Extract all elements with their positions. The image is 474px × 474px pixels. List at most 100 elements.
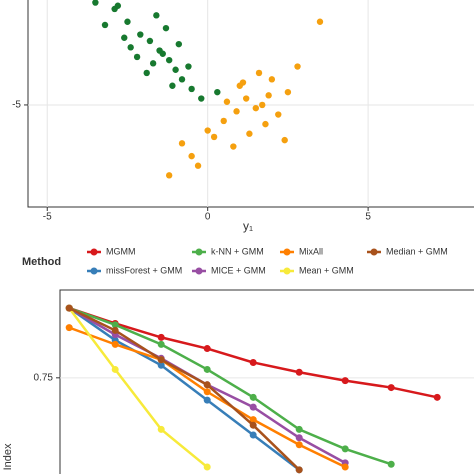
point bbox=[210, 133, 218, 141]
marker bbox=[157, 333, 165, 341]
marker bbox=[387, 384, 395, 392]
y-tick-label: 0.75 bbox=[34, 372, 54, 383]
point bbox=[294, 63, 301, 70]
point bbox=[188, 85, 195, 93]
x-tick-label: 0 bbox=[205, 212, 211, 223]
marker bbox=[111, 340, 119, 348]
point bbox=[121, 34, 128, 41]
legend-swatch bbox=[90, 248, 98, 256]
marker bbox=[249, 403, 257, 411]
marker bbox=[387, 460, 395, 468]
legend-label: Mean + GMM bbox=[299, 265, 354, 275]
point bbox=[242, 95, 250, 102]
legend-swatch bbox=[283, 267, 291, 275]
point bbox=[137, 31, 144, 38]
point bbox=[114, 2, 122, 9]
legend-swatch bbox=[90, 267, 98, 275]
y-axis-label: I Index bbox=[2, 443, 14, 474]
point bbox=[223, 98, 231, 105]
marker bbox=[203, 396, 211, 404]
marker bbox=[65, 304, 73, 312]
point bbox=[92, 0, 99, 6]
point bbox=[275, 111, 282, 118]
point bbox=[284, 88, 292, 96]
point bbox=[246, 130, 253, 137]
marker bbox=[295, 434, 303, 442]
legend-label: missForest + GMM bbox=[106, 265, 182, 275]
point bbox=[204, 127, 211, 134]
series-line bbox=[68, 307, 208, 468]
point bbox=[143, 69, 150, 77]
y-tick-label: -5 bbox=[12, 100, 21, 111]
marker bbox=[341, 463, 349, 471]
marker bbox=[249, 358, 257, 366]
point bbox=[153, 12, 160, 19]
marker bbox=[295, 368, 303, 376]
point bbox=[188, 152, 195, 160]
point bbox=[230, 143, 237, 150]
marker bbox=[157, 425, 165, 433]
marker bbox=[111, 321, 119, 329]
point bbox=[255, 69, 263, 77]
x-axis-label: y₁ bbox=[243, 219, 253, 233]
series-line bbox=[68, 306, 392, 466]
marker bbox=[203, 388, 211, 396]
marker bbox=[203, 381, 211, 389]
marker bbox=[65, 324, 73, 332]
point bbox=[146, 37, 154, 45]
marker bbox=[249, 431, 257, 439]
point bbox=[165, 56, 173, 64]
point bbox=[127, 44, 134, 51]
point bbox=[239, 79, 247, 86]
point bbox=[262, 120, 269, 128]
point bbox=[124, 18, 131, 25]
point bbox=[178, 76, 186, 83]
marker bbox=[203, 365, 211, 373]
legend-label: MGMM bbox=[106, 246, 136, 256]
point bbox=[101, 21, 109, 29]
marker bbox=[295, 425, 303, 433]
series-line bbox=[68, 306, 301, 471]
legend-label: k-NN + GMM bbox=[211, 246, 264, 256]
point bbox=[159, 50, 166, 57]
marker bbox=[111, 365, 119, 373]
point bbox=[233, 108, 240, 115]
top-panel bbox=[27, 0, 474, 208]
point bbox=[268, 76, 276, 83]
marker bbox=[157, 340, 165, 348]
point bbox=[149, 60, 157, 67]
marker bbox=[203, 463, 211, 471]
marker bbox=[157, 361, 165, 369]
marker bbox=[295, 441, 303, 449]
legend-label: MICE + GMM bbox=[211, 265, 266, 275]
point bbox=[194, 162, 202, 169]
point bbox=[198, 95, 205, 102]
marker bbox=[341, 377, 349, 385]
point bbox=[169, 82, 176, 89]
legend-title: Method bbox=[22, 256, 61, 268]
x-tick-label: -5 bbox=[43, 212, 52, 223]
point bbox=[185, 63, 192, 70]
legend-swatch bbox=[195, 248, 203, 256]
point bbox=[252, 104, 260, 112]
legend-swatch bbox=[283, 248, 291, 256]
marker bbox=[249, 393, 257, 401]
series-line bbox=[68, 307, 300, 471]
point bbox=[265, 92, 272, 99]
marker bbox=[249, 416, 257, 424]
point bbox=[175, 40, 183, 48]
legend-label: MixAll bbox=[299, 246, 323, 256]
marker bbox=[249, 421, 257, 429]
point bbox=[214, 88, 221, 96]
point bbox=[172, 66, 179, 73]
point bbox=[316, 18, 324, 25]
marker bbox=[203, 345, 211, 353]
bottom-panel bbox=[59, 289, 474, 474]
marker bbox=[111, 326, 119, 334]
marker bbox=[433, 393, 441, 401]
point bbox=[281, 136, 288, 144]
point bbox=[162, 24, 170, 32]
legend-swatch bbox=[370, 248, 378, 256]
point bbox=[165, 172, 173, 179]
